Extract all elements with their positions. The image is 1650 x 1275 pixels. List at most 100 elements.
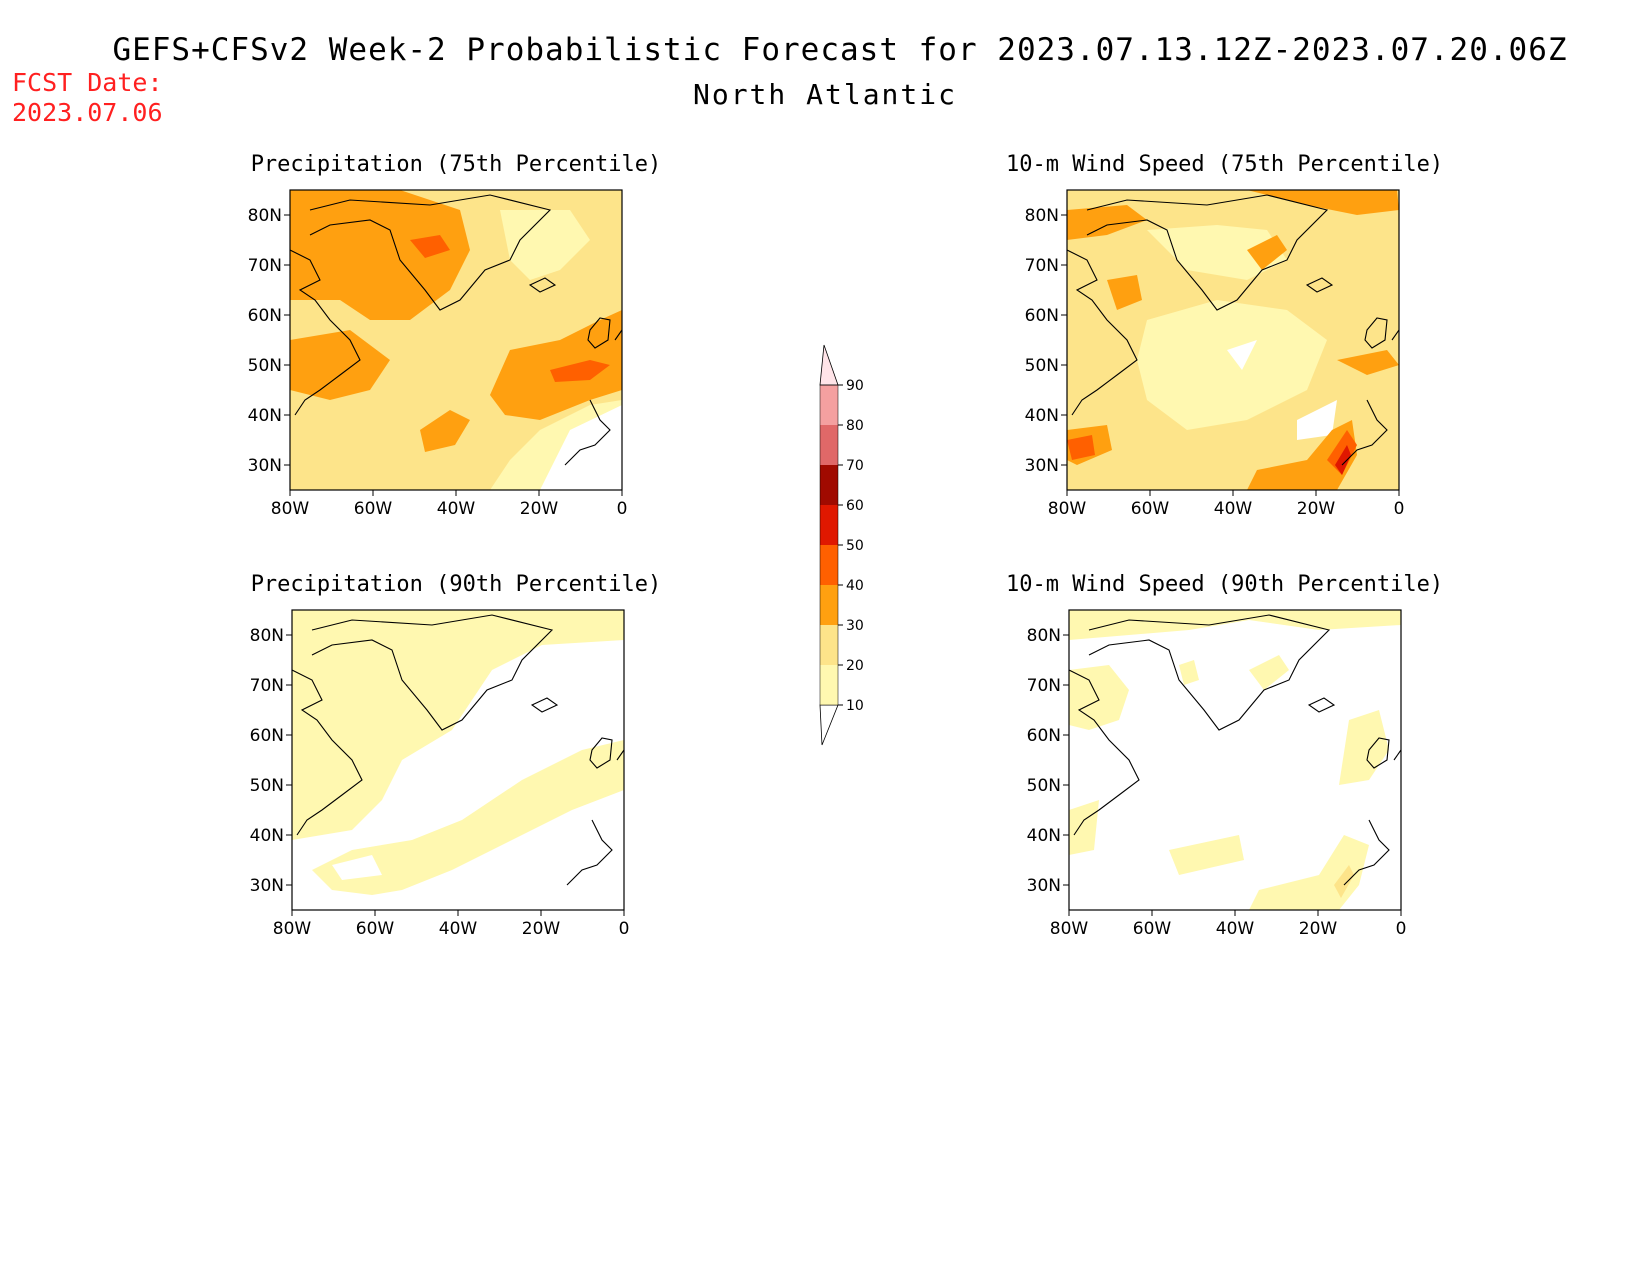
shade-white: [332, 855, 382, 880]
lon-label: 20W: [522, 919, 561, 939]
shade-30: [1247, 420, 1357, 490]
lon-label: 40W: [1216, 919, 1255, 939]
shade-30: [420, 410, 470, 452]
panel-title-wind-75: 10-m Wind Speed (75th Percentile): [1006, 152, 1444, 177]
lon-label: 80W: [1048, 499, 1087, 519]
lon-label: 20W: [1299, 919, 1338, 939]
lon-axis: 80W 60W 40W 20W 0: [271, 490, 628, 519]
lon-label: 60W: [354, 499, 393, 519]
region-subtitle: North Atlantic: [692, 78, 957, 111]
lon-label: 0: [619, 919, 630, 939]
lat-label: 70N: [1027, 676, 1061, 696]
lat-label: 40N: [1027, 826, 1061, 846]
map-precip-75: 80N 70N 60N 50N 40N 30N 80W 60W 40W 20W 0: [248, 189, 628, 519]
lon-label: 60W: [1131, 499, 1170, 519]
colorbar-upper-triangle: [819, 344, 839, 386]
shade-30: [1067, 205, 1147, 240]
coastline: [1067, 194, 1399, 466]
coastline: [1069, 614, 1401, 886]
colorbar-label: 80: [846, 418, 864, 434]
shade-30: [1247, 235, 1287, 270]
shade-30: [290, 330, 390, 400]
lat-axis: 80N 70N 60N 50N 40N 30N: [250, 626, 292, 896]
colorbar-segment: [820, 425, 838, 465]
lat-label: 60N: [248, 306, 282, 326]
shade-10: [292, 610, 624, 840]
colorbar-label: 70: [846, 458, 864, 474]
lon-axis: 80W 60W 40W 20W 0: [273, 910, 630, 939]
lat-label: 50N: [1025, 356, 1059, 376]
shade-40: [410, 235, 450, 258]
lat-label: 60N: [1027, 726, 1061, 746]
colorbar-label: 10: [846, 698, 864, 714]
shade-white: [540, 405, 622, 490]
shade-10: [1137, 300, 1327, 430]
shade-20: [1334, 865, 1354, 898]
colorbar-segment: [820, 585, 838, 625]
map-wind-90: 80N 70N 60N 50N 40N 30N 80W 60W 40W 20W 0: [1027, 609, 1407, 939]
lat-label: 70N: [1025, 256, 1059, 276]
lon-label: 60W: [1133, 919, 1172, 939]
lon-label: 0: [1394, 499, 1405, 519]
shade-10: [1249, 655, 1289, 690]
forecast-date-label: FCST Date:: [12, 68, 163, 97]
map-precip-90: 80N 70N 60N 50N 40N 30N 80W 60W 40W 20W 0: [250, 609, 630, 939]
lon-label: 0: [617, 499, 628, 519]
lat-axis: 80N 70N 60N 50N 40N 30N: [1025, 206, 1067, 476]
map-wind-75: 80N 70N 60N 50N 40N 30N 80W 60W 40W 20W 0: [1025, 189, 1405, 519]
lat-label: 70N: [248, 256, 282, 276]
lon-label: 80W: [1050, 919, 1089, 939]
panel-title-precip-75: Precipitation (75th Percentile): [250, 152, 662, 177]
shade-30: [1107, 275, 1142, 310]
colorbar-segment: [820, 385, 838, 425]
lon-label: 40W: [437, 499, 476, 519]
main-title: GEFS+CFSv2 Week-2 Probabilistic Forecast…: [112, 32, 1568, 68]
lat-label: 30N: [250, 876, 284, 896]
lat-label: 40N: [250, 826, 284, 846]
lat-label: 30N: [248, 456, 282, 476]
shade-10: [1147, 225, 1287, 280]
panel-title-wind-90: 10-m Wind Speed (90th Percentile): [1006, 572, 1444, 597]
forecast-date-value: 2023.07.06: [12, 98, 163, 127]
lon-axis: 80W 60W 40W 20W 0: [1050, 910, 1407, 939]
shade-50: [1335, 445, 1351, 475]
lon-label: 40W: [1214, 499, 1253, 519]
lat-axis: 80N 70N 60N 50N 40N 30N: [248, 206, 290, 476]
coastline: [290, 194, 622, 466]
lat-label: 50N: [248, 356, 282, 376]
colorbar-label: 60: [846, 498, 864, 514]
colorbar-label: 30: [846, 618, 864, 634]
coastline: [292, 614, 624, 886]
shade-10: [1069, 800, 1099, 855]
lat-label: 80N: [1025, 206, 1059, 226]
colorbar-lower-triangle: [819, 704, 839, 746]
shade-30: [1247, 190, 1399, 215]
lon-label: 80W: [271, 499, 310, 519]
shade-10: [500, 210, 590, 280]
shade-30: [1337, 350, 1399, 375]
colorbar-label: 90: [846, 378, 864, 394]
colorbar-segment: [820, 465, 838, 505]
lon-label: 60W: [356, 919, 395, 939]
lat-label: 80N: [248, 206, 282, 226]
colorbar-label: 20: [846, 658, 864, 674]
lon-label: 20W: [1297, 499, 1336, 519]
lat-label: 30N: [1025, 456, 1059, 476]
shade-10: [1179, 660, 1199, 685]
shade-40: [1327, 430, 1357, 475]
lon-label: 40W: [439, 919, 478, 939]
colorbar-segment: [820, 625, 838, 665]
lat-label: 60N: [250, 726, 284, 746]
panel-title-precip-90: Precipitation (90th Percentile): [250, 572, 662, 597]
colorbar-segment: [820, 665, 838, 705]
lat-label: 50N: [250, 776, 284, 796]
shade-10: [312, 740, 624, 895]
lat-label: 30N: [1027, 876, 1061, 896]
lat-label: 50N: [1027, 776, 1061, 796]
lat-label: 40N: [1025, 406, 1059, 426]
lat-label: 80N: [250, 626, 284, 646]
shade-white: [1297, 400, 1337, 440]
lon-label: 20W: [520, 499, 559, 519]
lon-label: 0: [1396, 919, 1407, 939]
shade-40: [1067, 435, 1095, 460]
